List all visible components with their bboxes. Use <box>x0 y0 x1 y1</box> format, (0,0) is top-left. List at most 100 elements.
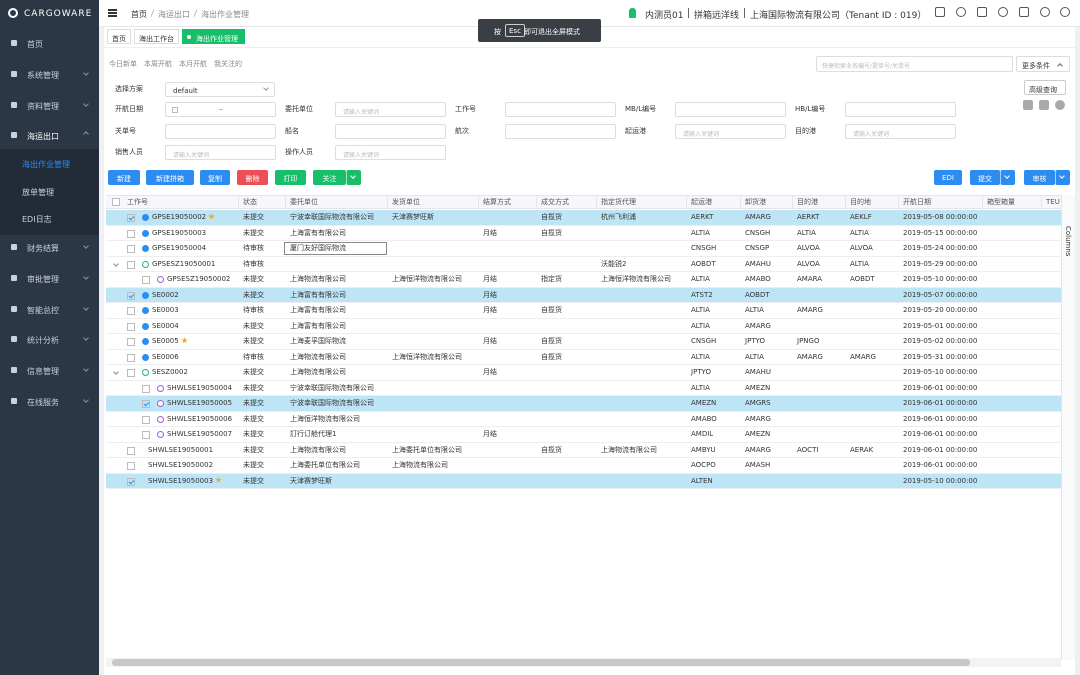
menu-item[interactable]: 统计分析 <box>27 336 59 346</box>
checkbox[interactable] <box>127 369 135 377</box>
form-input[interactable] <box>335 145 446 160</box>
form-input[interactable] <box>335 123 446 139</box>
dropdown-toggle[interactable] <box>1000 170 1015 185</box>
tab[interactable]: 海出工作台 <box>134 29 179 44</box>
action-button[interactable]: EDI <box>934 170 962 185</box>
menu-item[interactable]: 资料管理 <box>27 101 59 111</box>
checkbox[interactable] <box>127 260 135 269</box>
cell-editor[interactable] <box>284 242 387 255</box>
column-header[interactable]: 成交方式 <box>541 198 569 206</box>
menu-item[interactable]: 财务结算 <box>27 243 59 253</box>
toolbar-icon[interactable] <box>977 7 987 17</box>
checkbox[interactable] <box>127 338 135 346</box>
form-input[interactable] <box>335 102 446 117</box>
action-button[interactable]: 复制 <box>200 170 230 185</box>
checkbox[interactable] <box>127 229 135 238</box>
checkbox[interactable] <box>142 415 150 424</box>
action-button[interactable]: 新建 <box>108 170 140 185</box>
checkbox[interactable] <box>127 307 135 315</box>
form-input[interactable] <box>675 123 786 139</box>
tool-icon[interactable] <box>1039 100 1049 110</box>
form-input[interactable] <box>675 102 786 117</box>
checkbox[interactable] <box>127 477 135 486</box>
user-icon <box>629 8 636 18</box>
checkbox[interactable] <box>127 214 135 222</box>
menu-item[interactable]: 系统管理 <box>27 70 59 80</box>
quick-filter[interactable]: 本周开航 <box>144 60 172 68</box>
column-header[interactable]: 状态 <box>243 198 257 206</box>
column-header[interactable]: 卸货港 <box>745 198 766 206</box>
menu-item[interactable]: 智能总控 <box>27 305 59 315</box>
column-header[interactable]: 工作号 <box>127 198 148 206</box>
advanced-button[interactable]: 高级查询 <box>1024 80 1066 95</box>
form-input[interactable] <box>505 123 616 139</box>
checkbox[interactable] <box>127 245 135 253</box>
submenu-item[interactable]: EDI日志 <box>22 215 52 225</box>
toolbar-icon[interactable] <box>1019 7 1029 17</box>
column-header[interactable]: 委托单位 <box>290 198 318 206</box>
menu-item[interactable]: 海运出口 <box>27 132 59 142</box>
submenu-item[interactable]: 海出作业管理 <box>22 160 70 170</box>
menu-item[interactable]: 审批管理 <box>27 274 59 284</box>
form-input[interactable] <box>845 102 956 117</box>
checkbox[interactable] <box>127 462 135 470</box>
toolbar-icon[interactable] <box>935 7 945 17</box>
tool-icon[interactable] <box>1055 100 1065 110</box>
column-header[interactable]: 开航日期 <box>903 198 931 206</box>
dropdown-toggle[interactable] <box>346 170 361 185</box>
column-header[interactable]: 发货单位 <box>392 198 420 206</box>
quick-filter[interactable]: 今日新单 <box>109 60 137 68</box>
checkbox[interactable] <box>142 276 150 284</box>
submenu-item[interactable]: 放单管理 <box>22 187 54 197</box>
column-header[interactable]: 目的地 <box>850 198 871 206</box>
menu-item[interactable]: 首页 <box>27 40 43 49</box>
column-header[interactable]: 目的港 <box>797 198 818 206</box>
action-button[interactable]: 删除 <box>237 170 268 185</box>
checkbox[interactable] <box>112 198 120 206</box>
quick-filter[interactable]: 我关注的 <box>214 60 242 68</box>
dropdown-toggle[interactable] <box>1055 170 1070 185</box>
table-cell: AMARA <box>797 275 822 283</box>
column-header[interactable]: TEU <box>1046 198 1060 206</box>
form-input[interactable] <box>165 123 276 139</box>
menu-item[interactable]: 信息管理 <box>27 367 59 377</box>
action-button[interactable]: 提交 <box>970 170 1000 185</box>
column-header[interactable]: 结算方式 <box>483 198 511 206</box>
form-input[interactable] <box>845 123 956 139</box>
menu-item[interactable]: 在线服务 <box>27 397 59 407</box>
column-header[interactable]: 起运港 <box>691 198 712 206</box>
tab[interactable]: 首页 <box>107 29 131 44</box>
checkbox[interactable] <box>142 384 150 393</box>
toolbar-icon[interactable] <box>998 7 1008 17</box>
checkbox[interactable] <box>127 322 135 331</box>
h-scroll-thumb[interactable] <box>112 659 970 666</box>
more-conditions[interactable]: 更多条件 <box>1016 56 1070 72</box>
table-cell: ALTIA <box>691 306 710 314</box>
breadcrumb-item[interactable]: 海运出口 <box>158 10 190 19</box>
tab[interactable]: 海出作业管理 <box>182 29 245 44</box>
action-button[interactable]: 关注 <box>313 170 346 185</box>
toolbar-icon[interactable] <box>1040 7 1050 17</box>
form-input[interactable] <box>165 145 276 160</box>
search-box[interactable] <box>816 56 1013 72</box>
column-header[interactable]: 箱型箱量 <box>987 198 1015 206</box>
scheme-select[interactable]: default <box>165 82 275 97</box>
tool-icon[interactable] <box>1023 100 1033 110</box>
action-button[interactable]: 打印 <box>275 170 306 185</box>
toolbar-icon[interactable] <box>956 7 966 17</box>
quick-filter[interactable]: 本月开航 <box>179 60 207 68</box>
form-input[interactable] <box>505 102 616 117</box>
breadcrumb-item[interactable]: 首页 <box>131 10 147 19</box>
checkbox[interactable] <box>127 291 135 300</box>
checkbox[interactable] <box>142 431 150 439</box>
checkbox[interactable] <box>142 400 150 408</box>
action-button[interactable]: 审核 <box>1024 170 1055 185</box>
checkbox[interactable] <box>127 446 135 455</box>
column-header[interactable]: 指定货代理 <box>601 198 636 206</box>
action-button[interactable]: 新建拼箱 <box>146 170 194 185</box>
table-cell: 宁波幸联国际物流有限公司 <box>290 399 374 407</box>
form-input[interactable] <box>165 102 276 117</box>
toolbar-icon[interactable] <box>1060 7 1070 17</box>
checkbox[interactable] <box>127 353 135 362</box>
columns-label[interactable]: Columns <box>1064 226 1072 257</box>
